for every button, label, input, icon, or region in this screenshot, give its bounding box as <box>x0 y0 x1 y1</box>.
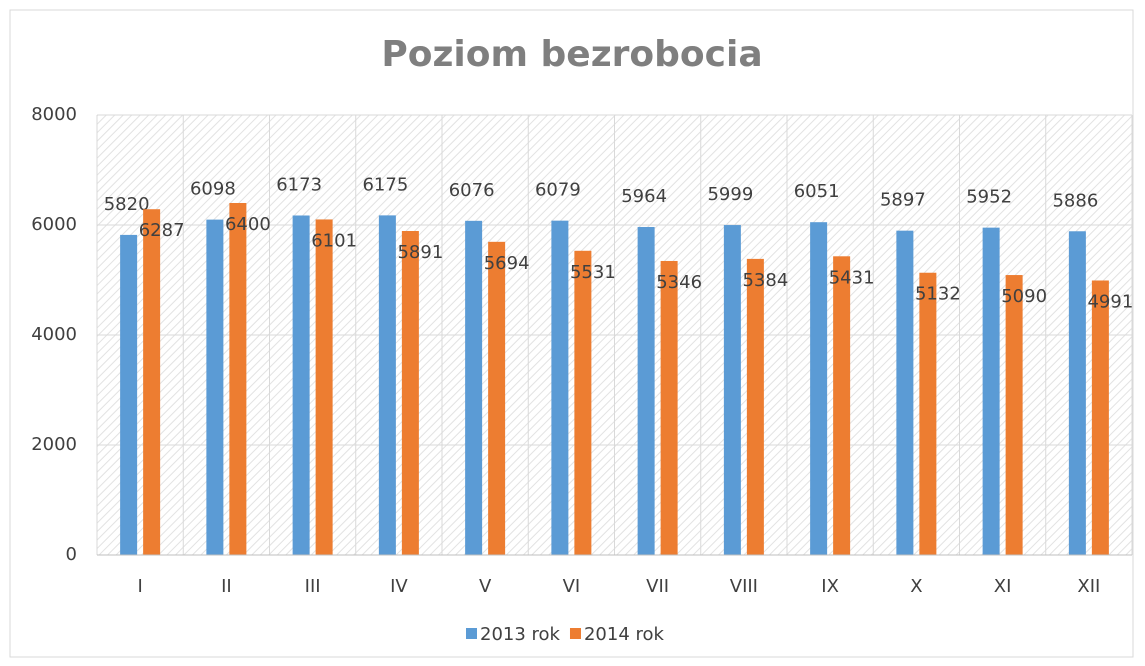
x-tick-label: II <box>221 576 232 597</box>
data-label: 5886 <box>1052 190 1098 211</box>
bar <box>1091 280 1109 555</box>
bar <box>401 230 419 555</box>
data-label: 5431 <box>829 267 875 288</box>
data-label: 5384 <box>742 270 788 291</box>
bar <box>120 234 138 555</box>
x-tick-label: V <box>479 576 492 597</box>
data-label: 6098 <box>190 179 236 200</box>
data-label: 5346 <box>656 272 702 293</box>
bar <box>1068 231 1086 555</box>
bar <box>143 209 161 555</box>
bar <box>637 226 655 556</box>
bar <box>660 260 678 555</box>
data-label: 5132 <box>915 284 961 305</box>
bar <box>378 215 396 555</box>
data-label: 5694 <box>484 253 530 274</box>
data-label: 6101 <box>311 230 357 251</box>
legend-swatch <box>569 628 581 639</box>
x-tick-label: XI <box>994 576 1012 597</box>
data-label: 6175 <box>362 174 408 195</box>
y-tick-label: 0 <box>66 544 77 565</box>
bar <box>810 222 828 555</box>
data-label: 5891 <box>397 242 443 263</box>
y-tick-label: 6000 <box>31 214 77 235</box>
data-label: 5090 <box>1001 286 1047 307</box>
legend-label: 2013 rok <box>480 624 561 645</box>
x-tick-label: I <box>137 576 142 597</box>
chart-title: Poziom bezrobocia <box>381 34 762 75</box>
data-label: 6079 <box>535 180 581 201</box>
data-label: 5952 <box>966 187 1012 208</box>
bar <box>488 241 506 555</box>
x-tick-label: X <box>910 576 922 597</box>
bar <box>229 203 247 555</box>
bar <box>206 219 224 556</box>
bar <box>982 227 1000 555</box>
bar <box>919 272 937 555</box>
bar <box>315 219 333 555</box>
bar <box>896 230 914 556</box>
y-tick-label: 8000 <box>31 104 77 125</box>
bar <box>746 258 764 555</box>
bar <box>833 256 851 555</box>
data-label: 6076 <box>449 180 495 201</box>
x-tick-label: VI <box>563 576 581 597</box>
x-tick-label: VIII <box>730 576 758 597</box>
y-tick-label: 2000 <box>31 434 77 455</box>
data-label: 5999 <box>707 184 753 205</box>
data-label: 5820 <box>104 194 150 215</box>
x-tick-label: IX <box>821 576 839 597</box>
x-tick-label: VII <box>646 576 669 597</box>
bar <box>292 215 310 556</box>
x-tick-label: IV <box>390 576 408 597</box>
bar <box>551 220 569 555</box>
data-label: 5897 <box>880 190 926 211</box>
data-label: 5964 <box>621 186 667 207</box>
legend-swatch <box>466 628 477 639</box>
data-label: 4991 <box>1087 291 1133 312</box>
data-label: 6051 <box>794 181 840 202</box>
bar <box>465 220 483 555</box>
bar <box>1005 275 1023 555</box>
x-tick-label: III <box>305 576 321 597</box>
x-tick-label: XII <box>1077 576 1100 597</box>
data-label: 6400 <box>225 214 271 235</box>
bar <box>723 225 741 555</box>
y-tick-label: 4000 <box>31 324 77 345</box>
data-label: 6173 <box>276 174 322 195</box>
data-label: 6287 <box>139 220 185 241</box>
legend-label: 2014 rok <box>584 624 665 645</box>
data-label: 5531 <box>570 262 616 283</box>
bar <box>574 250 592 556</box>
